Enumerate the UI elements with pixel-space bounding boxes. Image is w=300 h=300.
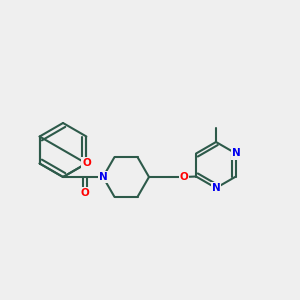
Text: O: O (82, 158, 91, 169)
Text: O: O (81, 188, 89, 198)
Text: N: N (99, 172, 107, 182)
Text: O: O (180, 172, 188, 182)
Text: N: N (212, 183, 220, 193)
Text: N: N (232, 148, 240, 158)
